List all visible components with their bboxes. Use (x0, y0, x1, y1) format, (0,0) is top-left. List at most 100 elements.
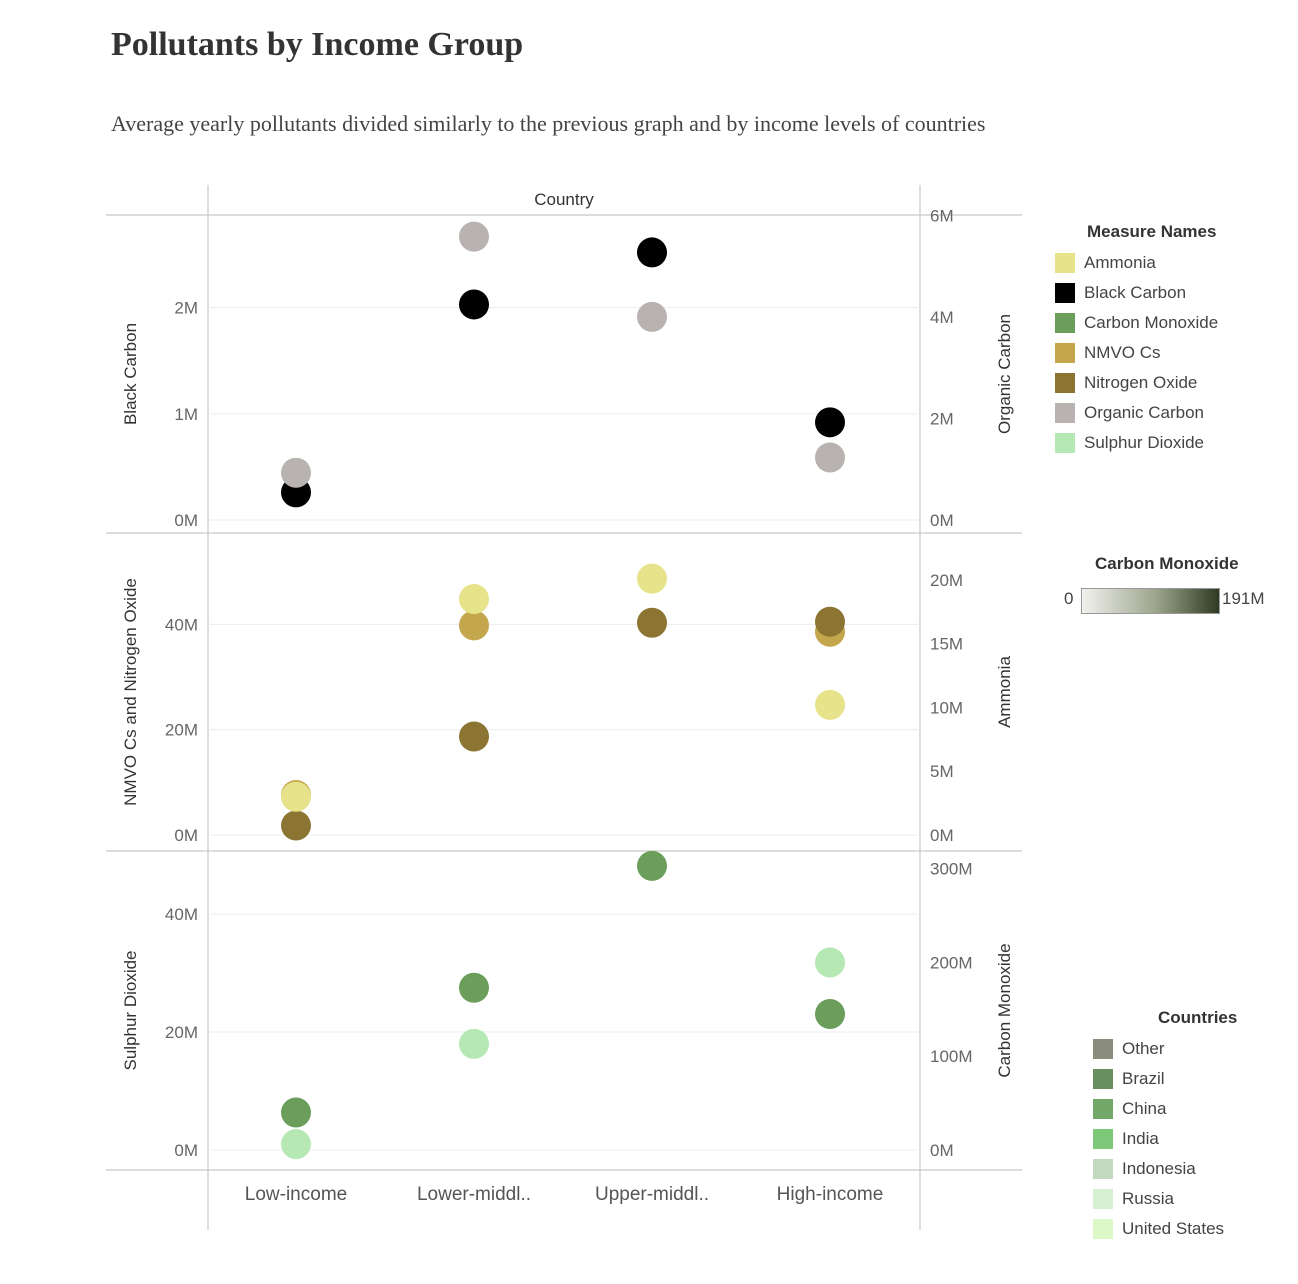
left-tick-label: 0M (174, 826, 198, 845)
sulphur-dioxide-point[interactable] (459, 1028, 489, 1059)
right-axis-title: Ammonia (995, 656, 1014, 728)
countries-legend-swatch (1093, 1219, 1113, 1239)
measure-legend-item[interactable]: NMVO Cs (1055, 338, 1218, 368)
carbon-monoxide-point[interactable] (637, 850, 667, 881)
countries-legend-label: Brazil (1122, 1069, 1165, 1088)
sulphur-dioxide-point[interactable] (281, 1129, 311, 1160)
right-tick-label: 2M (930, 409, 954, 428)
countries-legend-label: China (1122, 1099, 1167, 1118)
category-axis: Low-income Lower-middl.. Upper-middl.. High… (245, 1184, 884, 1205)
ammonia-point[interactable] (281, 781, 311, 812)
measure-legend-item[interactable]: Nitrogen Oxide (1055, 368, 1218, 398)
measure-legend-label: Nitrogen Oxide (1084, 373, 1198, 392)
right-tick-label: 5M (930, 762, 954, 781)
measure-legend-item[interactable]: Carbon Monoxide (1055, 308, 1218, 338)
countries-legend-label: United States (1122, 1219, 1225, 1238)
left-tick-label: 40M (165, 905, 198, 924)
measure-legend-swatch (1055, 313, 1075, 333)
measure-legend-item[interactable]: Organic Carbon (1055, 398, 1218, 428)
ammonia-point[interactable] (459, 584, 489, 615)
countries-legend: Other Brazil China India Indonesia Russia Unit… (1093, 1034, 1224, 1244)
measure-legend-swatch (1055, 403, 1075, 423)
measure-legend-item[interactable]: Sulphur Dioxide (1055, 428, 1218, 458)
left-tick-label: 40M (165, 615, 198, 634)
nitrogen-oxide-point[interactable] (637, 607, 667, 638)
co-scale-min: 0 (1064, 589, 1074, 608)
measure-legend: Ammonia Black Carbon Carbon Monoxide NMVO C… (1055, 248, 1218, 458)
right-tick-label: 6M (930, 206, 954, 225)
measure-legend-label: Ammonia (1084, 253, 1156, 272)
organic-carbon-point[interactable] (637, 301, 667, 332)
category-label: Low-income (245, 1184, 347, 1205)
nitrogen-oxide-point[interactable] (281, 810, 311, 841)
measure-legend-swatch (1055, 283, 1075, 303)
nmvo-cs-point[interactable] (459, 610, 489, 641)
organic-carbon-point[interactable] (281, 457, 311, 488)
sulphur-dioxide-point[interactable] (815, 947, 845, 978)
countries-legend-label: India (1122, 1129, 1159, 1148)
countries-legend-item[interactable]: United States (1093, 1214, 1224, 1244)
left-tick-label: 2M (174, 299, 198, 318)
nitrogen-oxide-point[interactable] (815, 606, 845, 637)
measure-legend-item[interactable]: Black Carbon (1055, 278, 1218, 308)
countries-legend-label: Other (1122, 1039, 1165, 1058)
right-tick-label: 10M (930, 698, 963, 717)
black-carbon-point[interactable] (815, 407, 845, 438)
right-tick-label: 300M (930, 860, 973, 879)
countries-legend-swatch (1093, 1069, 1113, 1089)
countries-legend-label: Russia (1122, 1189, 1174, 1208)
category-label: High-income (777, 1184, 884, 1205)
countries-legend-label: Indonesia (1122, 1159, 1196, 1178)
left-axis-title: NMVO Cs and Nitrogen Oxide (121, 578, 140, 806)
measure-legend-item[interactable]: Ammonia (1055, 248, 1218, 278)
right-tick-label: 20M (930, 571, 963, 590)
countries-legend-item[interactable]: Russia (1093, 1184, 1224, 1214)
carbon-monoxide-point[interactable] (281, 1097, 311, 1128)
countries-legend-item[interactable]: India (1093, 1124, 1224, 1154)
measure-legend-swatch (1055, 253, 1075, 273)
panel-1: 0M 1M 2M 0M 2M 4M 6M Black Carbon Organic Carbon (121, 206, 1014, 530)
chart-frame (106, 185, 1022, 1230)
countries-legend-swatch (1093, 1129, 1113, 1149)
co-scale-gradient (1081, 588, 1220, 614)
countries-legend-item[interactable]: China (1093, 1094, 1224, 1124)
chart-panels: 0M 1M 2M 0M 2M 4M 6M Black Carbon Organic Carbon… (121, 206, 1014, 1160)
countries-legend-swatch (1093, 1159, 1113, 1179)
right-tick-label: 100M (930, 1047, 973, 1066)
right-axis-title: Carbon Monoxide (995, 943, 1014, 1077)
countries-legend-swatch (1093, 1099, 1113, 1119)
black-carbon-point[interactable] (637, 237, 667, 268)
left-tick-label: 0M (174, 1141, 198, 1160)
left-tick-label: 1M (174, 405, 198, 424)
countries-legend-item[interactable]: Brazil (1093, 1064, 1224, 1094)
right-tick-label: 15M (930, 635, 963, 654)
measure-legend-label: Black Carbon (1084, 283, 1187, 302)
carbon-monoxide-point[interactable] (815, 999, 845, 1030)
nitrogen-oxide-point[interactable] (459, 721, 489, 752)
countries-legend-item[interactable]: Indonesia (1093, 1154, 1224, 1184)
countries-legend-swatch (1093, 1039, 1113, 1059)
carbon-monoxide-point[interactable] (459, 972, 489, 1003)
measure-legend-label: Carbon Monoxide (1084, 313, 1219, 332)
co-scale-title: Carbon Monoxide (1095, 554, 1239, 573)
right-tick-label: 200M (930, 953, 973, 972)
panel-2: 0M 20M 40M 0M 5M 10M 15M 20M NMVO Cs and Nitroge… (121, 563, 1014, 845)
measure-legend-label: NMVO Cs (1084, 343, 1161, 362)
measure-legend-swatch (1055, 433, 1075, 453)
right-axis-title: Organic Carbon (995, 314, 1014, 434)
left-axis-title: Sulphur Dioxide (121, 950, 140, 1070)
countries-legend-item[interactable]: Other (1093, 1034, 1224, 1064)
left-tick-label: 0M (174, 511, 198, 530)
column-header: Country (534, 190, 594, 209)
measure-legend-title: Measure Names (1087, 222, 1217, 241)
measure-legend-swatch (1055, 343, 1075, 363)
category-label: Upper-middl.. (595, 1184, 709, 1205)
right-tick-label: 0M (930, 1141, 954, 1160)
ammonia-point[interactable] (815, 689, 845, 720)
black-carbon-point[interactable] (459, 289, 489, 320)
ammonia-point[interactable] (637, 563, 667, 594)
left-tick-label: 20M (165, 721, 198, 740)
organic-carbon-point[interactable] (815, 442, 845, 473)
organic-carbon-point[interactable] (459, 221, 489, 252)
